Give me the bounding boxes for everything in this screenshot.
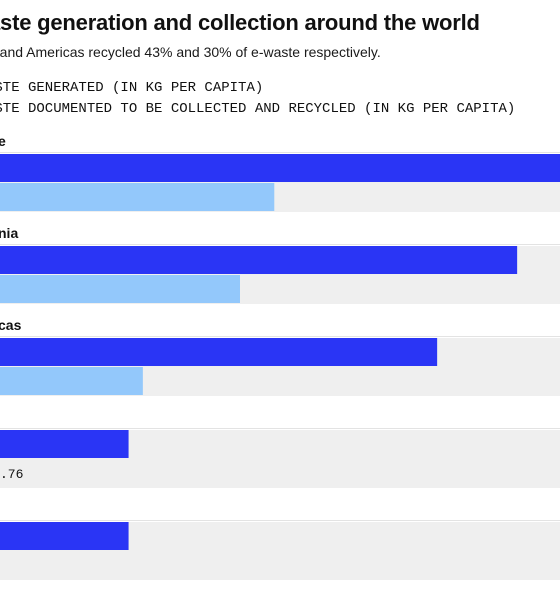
bar-generated (0, 522, 129, 550)
row-separator (0, 520, 560, 521)
bar-chart: e nia cas .76 (0, 133, 560, 580)
bar-collected (0, 275, 240, 303)
chart-title: aste generation and collection around th… (0, 10, 480, 35)
value-label-collected: .76 (0, 467, 23, 482)
legend-generated: ASTE GENERATED (IN KG PER CAPITA) (0, 80, 264, 96)
legend-collected: ASTE DOCUMENTED TO BE COLLECTED AND RECY… (0, 101, 516, 117)
row-separator (0, 244, 560, 245)
bar-generated (0, 338, 438, 366)
row-separator (0, 152, 560, 153)
bar-collected (0, 183, 275, 211)
region-label: e (0, 133, 6, 149)
region-label: cas (0, 317, 22, 333)
bar-generated (0, 154, 560, 182)
bar-collected (0, 367, 143, 395)
chart-subtitle: e and Americas recycled 43% and 30% of e… (0, 44, 381, 60)
bar-generated (0, 430, 129, 458)
row-separator (0, 336, 560, 337)
region-label: nia (0, 225, 18, 241)
bar-generated (0, 246, 518, 274)
row-separator (0, 428, 560, 429)
